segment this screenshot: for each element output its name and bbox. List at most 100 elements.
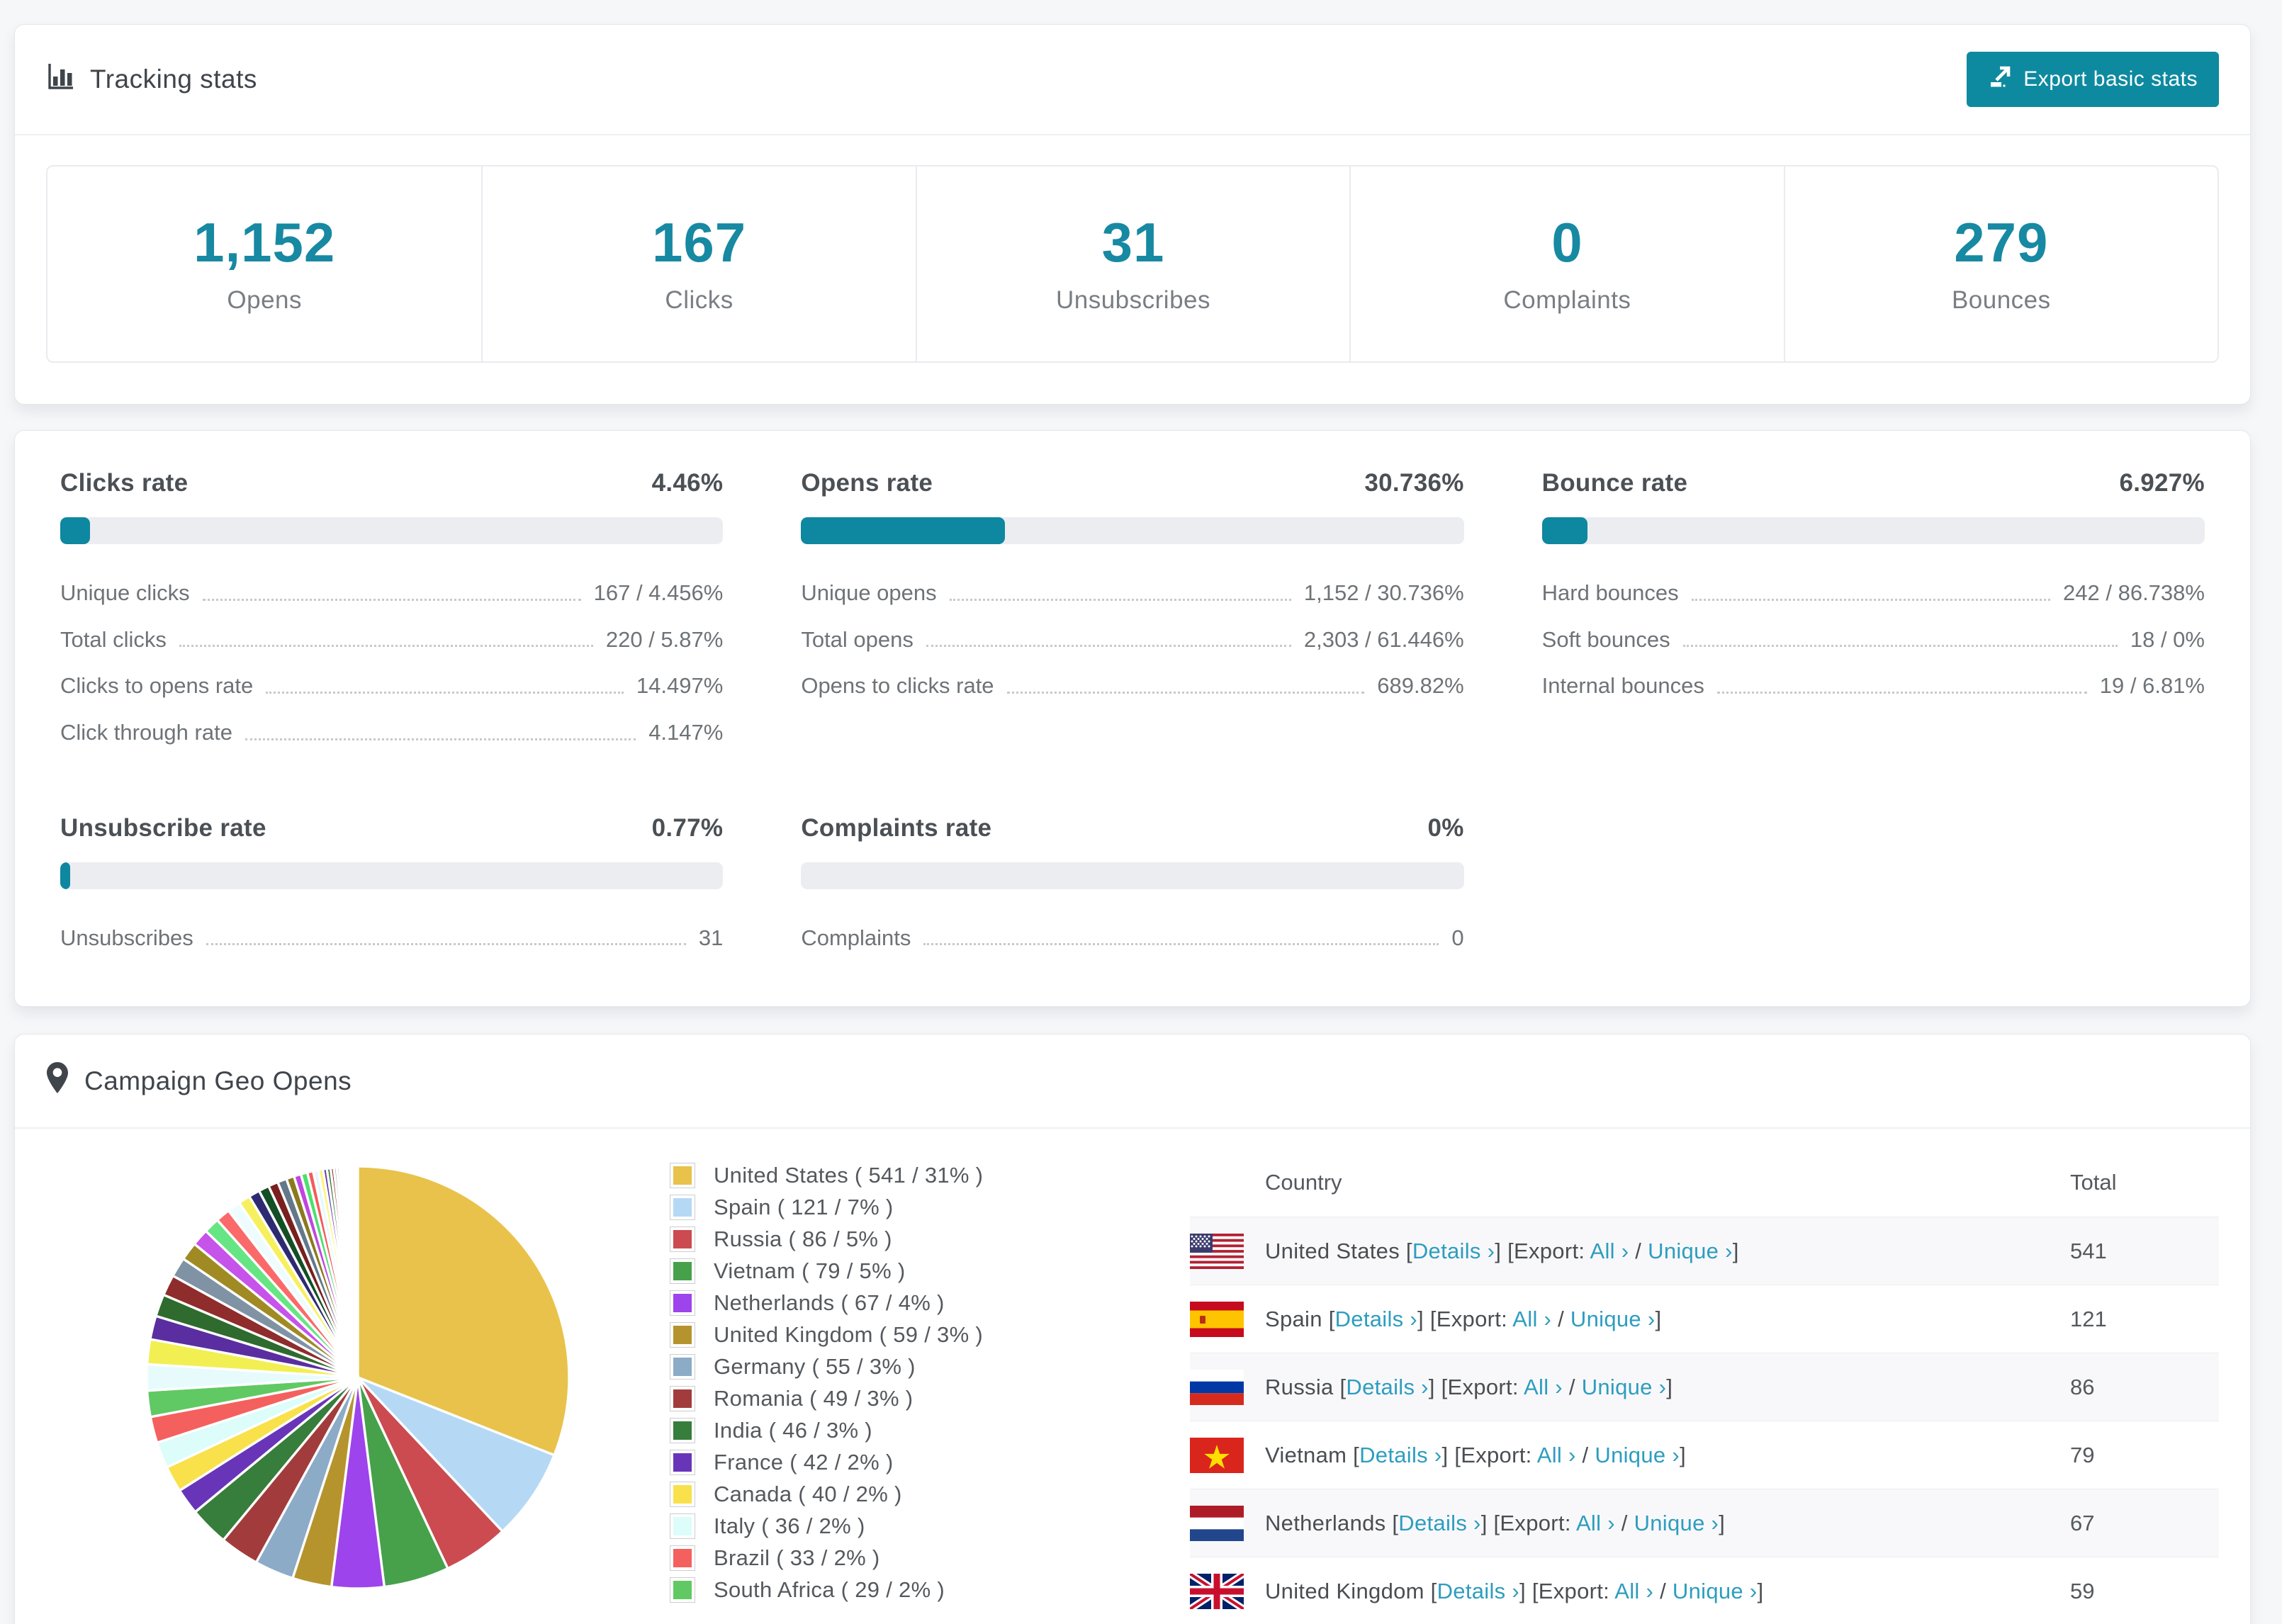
details-link[interactable]: Details › xyxy=(1334,1306,1418,1331)
geo-table-header-row: Country Total xyxy=(1190,1147,2219,1217)
export-all-link[interactable]: All › xyxy=(1512,1306,1552,1331)
legend-item-brazil: Brazil ( 33 / 2% ) xyxy=(670,1545,1166,1572)
geo-table-row-spain: Spain [Details ›] [Export: All › / Uniqu… xyxy=(1190,1285,2219,1353)
country-cell-text: Russia [Details ›] [Export: All › / Uniq… xyxy=(1265,1374,1673,1399)
progress-bar-fill xyxy=(60,862,70,889)
rate-detail-value: 31 xyxy=(698,925,724,950)
geo-table-row-netherlands: Netherlands [Details ›] [Export: All › /… xyxy=(1190,1489,2219,1557)
dotted-leader xyxy=(179,645,593,648)
export-unique-link[interactable]: Unique › xyxy=(1581,1374,1667,1399)
vn-flag xyxy=(1190,1437,1244,1473)
export-all-link[interactable]: All › xyxy=(1575,1510,1615,1535)
progress-bar-fill xyxy=(801,517,1005,544)
geo-table-row-united-states: United States [Details ›] [Export: All ›… xyxy=(1190,1217,2219,1285)
legend-item-india: India ( 46 / 3% ) xyxy=(670,1418,1166,1444)
rate-detail-label: Internal bounces xyxy=(1541,673,1704,699)
details-link[interactable]: Details › xyxy=(1437,1578,1520,1603)
export-unique-link[interactable]: Unique › xyxy=(1570,1306,1656,1331)
geo-opens-body: United States ( 541 / 31% ) Spain ( 121 /… xyxy=(15,1129,2250,1624)
country-cell-text: United States [Details ›] [Export: All ›… xyxy=(1265,1238,1739,1263)
tracking-stats-title: Tracking stats xyxy=(46,62,257,97)
empty-grid-cell xyxy=(1542,814,2205,962)
stat-value: 1,152 xyxy=(193,211,336,274)
rates-card: Clicks rate 4.46% Unique clicks 167 / 4.… xyxy=(14,430,2251,1008)
legend-item-spain: Spain ( 121 / 7% ) xyxy=(670,1195,1166,1221)
dotted-leader xyxy=(202,598,581,601)
geo-opens-title: Campaign Geo Opens xyxy=(46,1061,352,1100)
rate-detail-value: 2,303 / 61.446% xyxy=(1303,626,1464,652)
country-total: 79 xyxy=(2070,1442,2095,1467)
country-total: 121 xyxy=(2070,1306,2107,1331)
export-all-link[interactable]: All › xyxy=(1524,1374,1563,1399)
geo-table-row-russia: Russia [Details ›] [Export: All › / Uniq… xyxy=(1190,1353,2219,1421)
es-flag xyxy=(1190,1301,1244,1337)
country-total: 67 xyxy=(2070,1510,2095,1535)
geo-opens-title-text: Campaign Geo Opens xyxy=(84,1066,352,1095)
stat-label: Clicks xyxy=(665,286,734,314)
dotted-leader xyxy=(206,943,686,946)
dotted-leader xyxy=(1716,691,2087,694)
rate-detail-value: 242 / 86.738% xyxy=(2063,580,2205,605)
export-unique-link[interactable]: Unique › xyxy=(1672,1578,1758,1603)
rate-block-bounce-rate: Bounce rate 6.927% Hard bounces 242 / 86… xyxy=(1541,469,2205,756)
pie-slice-other xyxy=(349,1165,359,1378)
legend-label: Italy ( 36 / 2% ) xyxy=(714,1513,865,1539)
stat-value: 279 xyxy=(1954,211,2049,274)
details-link[interactable]: Details › xyxy=(1359,1442,1442,1467)
rate-detail-label: Hard bounces xyxy=(1541,580,1679,605)
legend-swatch xyxy=(670,1290,695,1316)
legend-label: Spain ( 121 / 7% ) xyxy=(714,1195,894,1220)
export-unique-link[interactable]: Unique › xyxy=(1595,1442,1680,1467)
dotted-leader xyxy=(949,598,1291,601)
rate-detail-value: 0 xyxy=(1451,925,1464,950)
rate-detail-row: Clicks to opens rate 14.497% xyxy=(60,662,723,709)
rate-detail-label: Click through rate xyxy=(60,719,232,745)
legend-label: Canada ( 40 / 2% ) xyxy=(714,1482,902,1507)
details-link[interactable]: Details › xyxy=(1412,1238,1495,1263)
details-link[interactable]: Details › xyxy=(1346,1374,1429,1399)
legend-label: South Africa ( 29 / 2% ) xyxy=(714,1577,945,1603)
nl-flag xyxy=(1190,1505,1244,1541)
export-all-link[interactable]: All › xyxy=(1536,1442,1576,1467)
rate-detail-label: Soft bounces xyxy=(1541,626,1670,652)
legend-label: United Kingdom ( 59 / 3% ) xyxy=(714,1322,983,1348)
rate-detail-row: Unsubscribes 31 xyxy=(60,915,723,962)
legend-item-romania: Romania ( 49 / 3% ) xyxy=(670,1386,1166,1412)
legend-label: Germany ( 55 / 3% ) xyxy=(714,1354,916,1380)
page-title: Tracking stats xyxy=(90,64,257,94)
stat-value: 31 xyxy=(1101,211,1165,274)
export-all-link[interactable]: All › xyxy=(1614,1578,1654,1603)
country-cell-text: Spain [Details ›] [Export: All › / Uniqu… xyxy=(1265,1306,1662,1331)
details-link[interactable]: Details › xyxy=(1398,1510,1481,1535)
stat-cell-bounces: 279 Bounces xyxy=(1783,167,2218,361)
legend-item-south-africa: South Africa ( 29 / 2% ) xyxy=(670,1577,1166,1603)
rate-detail-row: Total opens 2,303 / 61.446% xyxy=(801,616,1463,663)
rate-detail-row: Hard bounces 242 / 86.738% xyxy=(1542,570,2205,616)
rate-detail-label: Total opens xyxy=(801,626,914,652)
legend-label: Vietnam ( 79 / 5% ) xyxy=(714,1258,906,1284)
geo-opens-pie-chart xyxy=(145,1165,570,1590)
geo-opens-header: Campaign Geo Opens xyxy=(15,1034,2250,1129)
rate-detail-row: Click through rate 4.147% xyxy=(60,709,723,756)
geo-pie-container xyxy=(46,1147,670,1624)
tracking-stats-header: Tracking stats Export basic stats xyxy=(15,25,2250,135)
rate-detail-row: Soft bounces 18 / 0% xyxy=(1542,616,2205,663)
export-basic-stats-button[interactable]: Export basic stats xyxy=(1967,52,2219,107)
dotted-leader xyxy=(266,691,624,694)
legend-label: Netherlands ( 67 / 4% ) xyxy=(714,1290,945,1316)
rate-title: Clicks rate xyxy=(60,469,189,497)
legend-label: Romania ( 49 / 3% ) xyxy=(714,1386,914,1411)
export-all-link[interactable]: All › xyxy=(1590,1238,1629,1263)
export-unique-link[interactable]: Unique › xyxy=(1634,1510,1719,1535)
export-button-label: Export basic stats xyxy=(2023,67,2198,91)
legend-item-united-states: United States ( 541 / 31% ) xyxy=(670,1163,1166,1189)
legend-item-russia: Russia ( 86 / 5% ) xyxy=(670,1227,1166,1253)
rate-detail-row: Unique opens 1,152 / 30.736% xyxy=(801,570,1463,616)
export-unique-link[interactable]: Unique › xyxy=(1648,1238,1733,1263)
legend-item-netherlands: Netherlands ( 67 / 4% ) xyxy=(670,1290,1166,1316)
rate-detail-label: Clicks to opens rate xyxy=(60,673,254,699)
country-cell-text: United Kingdom [Details ›] [Export: All … xyxy=(1265,1578,1764,1603)
legend-swatch xyxy=(670,1322,695,1348)
campaign-geo-opens-card: Campaign Geo Opens United States ( 541 /… xyxy=(14,1034,2251,1624)
geo-table-col-total: Total xyxy=(2070,1170,2117,1195)
